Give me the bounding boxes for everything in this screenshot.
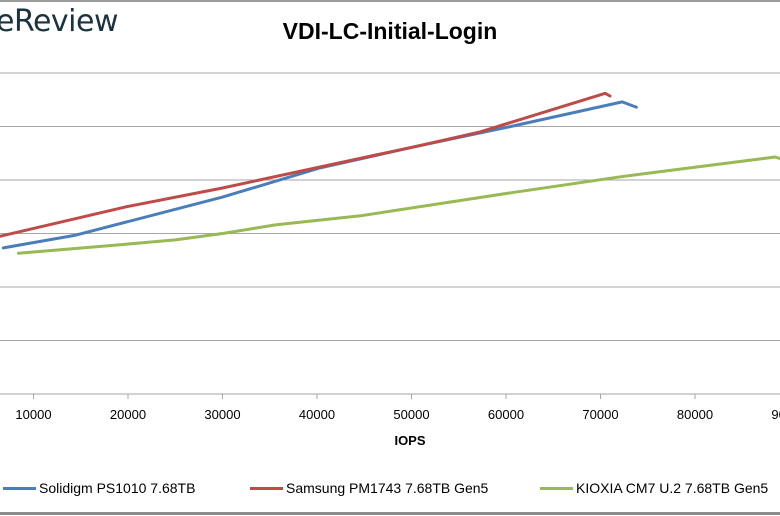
legend-item: KIOXIA CM7 U.2 7.68TB Gen5 bbox=[540, 480, 768, 496]
x-tick-label: 60000 bbox=[488, 407, 524, 422]
x-tick-label: 70000 bbox=[582, 407, 618, 422]
series-line bbox=[0, 91, 612, 238]
x-tick-label: 20000 bbox=[110, 407, 146, 422]
series-line bbox=[16, 155, 780, 255]
bottom-border bbox=[0, 512, 780, 515]
legend: Solidigm PS1010 7.68TB Samsung PM1743 7.6… bbox=[0, 480, 780, 500]
series-line bbox=[1, 100, 638, 250]
x-tick-label: 40000 bbox=[299, 407, 335, 422]
x-tick-label: 50000 bbox=[393, 407, 429, 422]
legend-label: Solidigm PS1010 7.68TB bbox=[39, 480, 196, 496]
legend-item: Samsung PM1743 7.68TB Gen5 bbox=[250, 480, 488, 496]
legend-swatch bbox=[540, 486, 573, 490]
x-tick-label: 10000 bbox=[15, 407, 51, 422]
legend-label: Samsung PM1743 7.68TB Gen5 bbox=[286, 480, 489, 496]
legend-label: KIOXIA CM7 U.2 7.68TB Gen5 bbox=[576, 480, 769, 496]
x-axis-label: IOPS bbox=[394, 433, 426, 448]
x-tick-label: 80000 bbox=[677, 407, 713, 422]
top-border bbox=[0, 0, 780, 2]
chart-title: VDI-LC-Initial-Login bbox=[282, 18, 498, 44]
legend-swatch bbox=[3, 486, 36, 490]
legend-swatch bbox=[250, 486, 283, 490]
logo: eReview bbox=[0, 4, 119, 39]
legend-item: Solidigm PS1010 7.68TB bbox=[3, 480, 195, 496]
x-tick-label: 90000 bbox=[771, 407, 780, 422]
x-tick-label: 30000 bbox=[204, 407, 240, 422]
